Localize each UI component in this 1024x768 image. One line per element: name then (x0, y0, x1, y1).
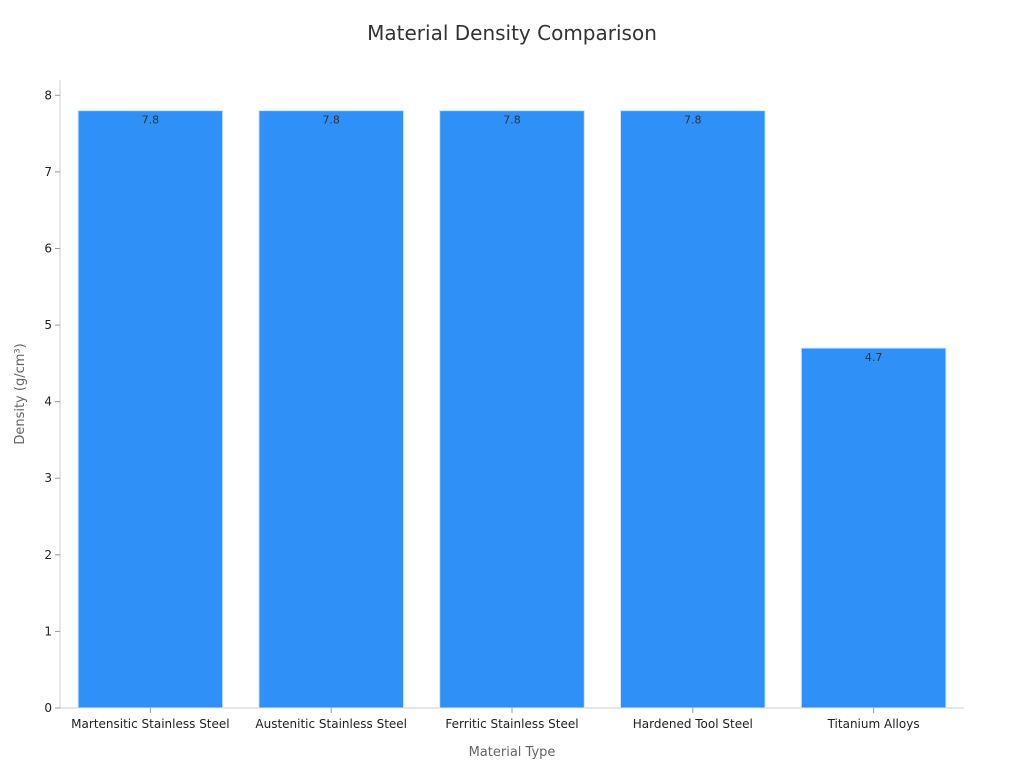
y-tick-label: 0 (44, 701, 52, 715)
bar-value-label: 7.8 (684, 114, 702, 127)
y-tick-label: 5 (44, 318, 52, 332)
bar (258, 110, 405, 709)
bar-value-label: 7.8 (142, 114, 160, 127)
bar (439, 110, 585, 709)
bar-value-label: 7.8 (322, 114, 340, 127)
x-axis-label: Material Type (469, 745, 556, 760)
x-tick-label: Ferritic Stainless Steel (445, 717, 578, 731)
y-tick-label: 8 (44, 88, 52, 102)
x-tick-label: Austenitic Stainless Steel (255, 717, 407, 731)
bar-value-label: 4.7 (865, 351, 883, 364)
chart-title: Material Density Comparison (367, 21, 657, 45)
y-tick-label: 2 (44, 548, 52, 562)
bar-value-label: 7.8 (503, 114, 521, 127)
y-ticks-group: 0 1 2 3 4 5 6 7 8 (44, 88, 60, 715)
x-tick-label: Martensitic Stainless Steel (71, 717, 229, 731)
y-tick-label: 3 (44, 471, 52, 485)
y-tick-label: 7 (44, 165, 52, 179)
y-tick-label: 4 (44, 395, 52, 409)
y-tick-label: 1 (44, 624, 52, 638)
bars-group (77, 110, 947, 709)
bar (77, 110, 224, 709)
y-axis-label: Density (g/cm³) (13, 343, 28, 444)
data-labels-group: 7.8 7.8 7.8 7.8 4.7 (142, 114, 883, 364)
x-tick-label: Hardened Tool Steel (633, 717, 753, 731)
x-tick-label: Titanium Alloys (827, 717, 920, 731)
y-tick-label: 6 (44, 241, 52, 255)
bar (619, 110, 766, 709)
x-ticks-group: Martensitic Stainless Steel Austenitic St… (71, 708, 920, 731)
bar (800, 347, 947, 709)
